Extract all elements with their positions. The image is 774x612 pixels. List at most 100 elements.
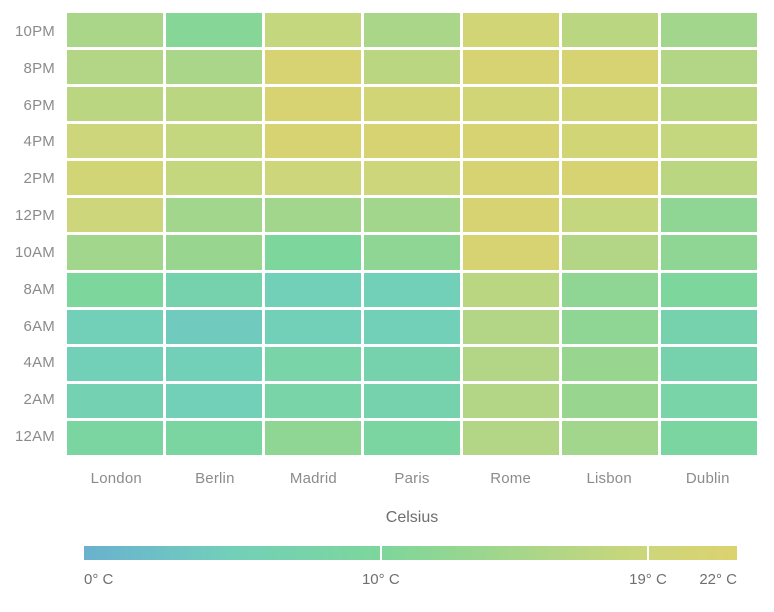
x-axis-label: Paris — [394, 470, 430, 487]
heatmap-cell[interactable] — [463, 309, 559, 344]
heatmap-cell[interactable] — [166, 161, 262, 196]
heatmap-cell[interactable] — [661, 309, 757, 344]
heatmap-cell[interactable] — [67, 383, 163, 418]
heatmap-cell[interactable] — [562, 198, 658, 233]
heatmap-cell[interactable] — [661, 383, 757, 418]
heatmap-cell[interactable] — [67, 50, 163, 85]
heatmap-cell[interactable] — [265, 235, 361, 270]
heatmap-cell[interactable] — [463, 420, 559, 455]
legend-tick-separator — [379, 546, 382, 560]
heatmap-cell[interactable] — [166, 309, 262, 344]
y-axis-label: 8AM — [23, 280, 55, 298]
heatmap-cell[interactable] — [661, 198, 757, 233]
heatmap-cell[interactable] — [265, 272, 361, 307]
legend-tick-separator — [646, 546, 649, 560]
heatmap-cell[interactable] — [661, 87, 757, 122]
heatmap-cell[interactable] — [364, 13, 460, 48]
heatmap-cell[interactable] — [67, 309, 163, 344]
heatmap-cell[interactable] — [562, 309, 658, 344]
heatmap-cell[interactable] — [67, 13, 163, 48]
heatmap-cell[interactable] — [364, 87, 460, 122]
heatmap-cell[interactable] — [364, 235, 460, 270]
heatmap-cell[interactable] — [661, 346, 757, 381]
heatmap-grid — [67, 13, 757, 455]
heatmap-cell[interactable] — [265, 346, 361, 381]
heatmap-cell[interactable] — [166, 383, 262, 418]
heatmap-cell[interactable] — [166, 124, 262, 159]
heatmap-cell[interactable] — [166, 420, 262, 455]
heatmap-cell[interactable] — [67, 124, 163, 159]
legend-label: 19° C — [629, 571, 667, 588]
heatmap-cell[interactable] — [562, 87, 658, 122]
heatmap-cell[interactable] — [661, 272, 757, 307]
x-axis-label: Dublin — [685, 470, 730, 487]
heatmap-cell[interactable] — [463, 50, 559, 85]
heatmap-cell[interactable] — [265, 50, 361, 85]
heatmap-cell[interactable] — [67, 235, 163, 270]
heatmap-cell[interactable] — [265, 420, 361, 455]
heatmap-cell[interactable] — [364, 50, 460, 85]
heatmap-cell[interactable] — [67, 161, 163, 196]
legend-label: 0° C — [84, 571, 114, 588]
heatmap-cell[interactable] — [661, 161, 757, 196]
heatmap-cell[interactable] — [562, 161, 658, 196]
heatmap-cell[interactable] — [67, 198, 163, 233]
heatmap-cell[interactable] — [562, 124, 658, 159]
heatmap-cell[interactable] — [265, 383, 361, 418]
heatmap-cell[interactable] — [265, 198, 361, 233]
y-axis-label: 4PM — [23, 133, 55, 151]
heatmap-cell[interactable] — [265, 309, 361, 344]
heatmap-cell[interactable] — [166, 198, 262, 233]
heatmap-cell[interactable] — [562, 272, 658, 307]
heatmap-cell[interactable] — [166, 13, 262, 48]
heatmap-cell[interactable] — [463, 87, 559, 122]
heatmap-cell[interactable] — [463, 235, 559, 270]
heatmap-cell[interactable] — [364, 309, 460, 344]
heatmap-cell[interactable] — [463, 124, 559, 159]
heatmap-cell[interactable] — [661, 124, 757, 159]
heatmap-cell[interactable] — [67, 346, 163, 381]
heatmap-cell[interactable] — [562, 383, 658, 418]
heatmap-cell[interactable] — [166, 346, 262, 381]
heatmap-cell[interactable] — [661, 13, 757, 48]
legend-label: 10° C — [361, 571, 400, 588]
heatmap-cell[interactable] — [562, 346, 658, 381]
heatmap-cell[interactable] — [562, 13, 658, 48]
heatmap-cell[interactable] — [364, 161, 460, 196]
heatmap-cell[interactable] — [67, 87, 163, 122]
heatmap-cell[interactable] — [364, 124, 460, 159]
y-axis-label: 2PM — [23, 170, 55, 188]
heatmap-cell[interactable] — [364, 272, 460, 307]
heatmap-cell[interactable] — [364, 420, 460, 455]
heatmap-cell[interactable] — [562, 420, 658, 455]
heatmap-cell[interactable] — [463, 383, 559, 418]
heatmap-cell[interactable] — [166, 235, 262, 270]
heatmap-cell[interactable] — [562, 235, 658, 270]
heatmap-cell[interactable] — [661, 50, 757, 85]
x-axis-city-labels: London Berlin Madrid Paris Rome Lisbon Dublin — [67, 468, 757, 490]
heatmap-cell[interactable] — [67, 420, 163, 455]
heatmap-cell[interactable] — [463, 272, 559, 307]
heatmap-cell[interactable] — [265, 161, 361, 196]
heatmap-cell[interactable] — [166, 272, 262, 307]
heatmap-cell[interactable] — [67, 272, 163, 307]
heatmap-cell[interactable] — [166, 87, 262, 122]
y-axis-label: 4AM — [23, 354, 55, 372]
heatmap-cell[interactable] — [364, 346, 460, 381]
heatmap-cell[interactable] — [661, 420, 757, 455]
heatmap-cell[interactable] — [166, 50, 262, 85]
heatmap-cell[interactable] — [463, 198, 559, 233]
heatmap-cell[interactable] — [364, 198, 460, 233]
heatmap-cell[interactable] — [562, 50, 658, 85]
heatmap-cell[interactable] — [265, 124, 361, 159]
heatmap-cell[interactable] — [463, 13, 559, 48]
heatmap-cell[interactable] — [463, 346, 559, 381]
x-axis-label: Rome — [490, 470, 531, 487]
heatmap-cell[interactable] — [661, 235, 757, 270]
heatmap-cell[interactable] — [265, 13, 361, 48]
heatmap-cell[interactable] — [265, 87, 361, 122]
y-axis-label: 10AM — [15, 243, 55, 261]
heatmap-cell[interactable] — [463, 161, 559, 196]
heatmap-cell[interactable] — [364, 383, 460, 418]
